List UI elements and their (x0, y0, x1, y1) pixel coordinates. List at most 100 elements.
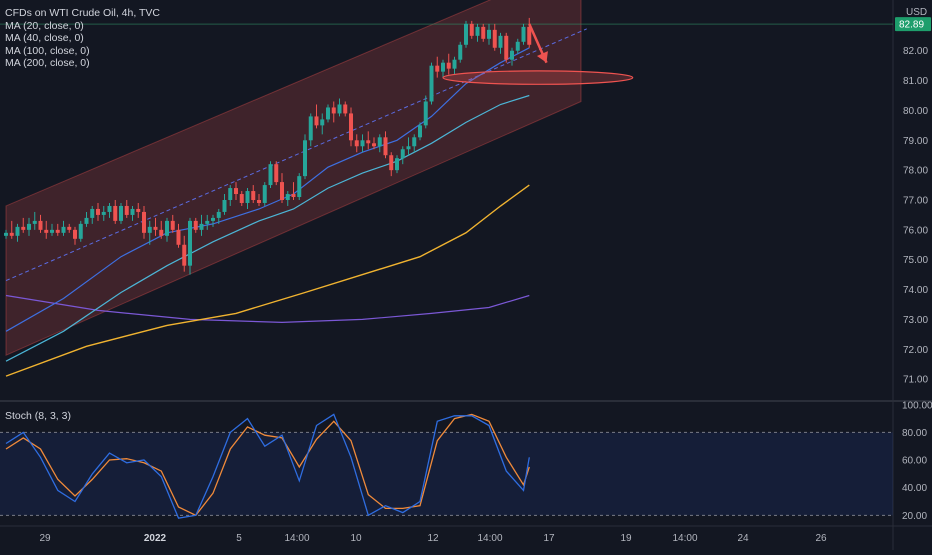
candle-body (251, 191, 256, 200)
candle-body (165, 220, 169, 236)
candle-body (510, 50, 514, 60)
indicator-ma200[interactable]: MA (200, close, 0) (5, 57, 90, 70)
candle-body (291, 194, 296, 198)
stoch-tick-label: 80.00 (902, 428, 927, 439)
candle-body (423, 101, 428, 126)
candle-body (314, 116, 319, 126)
indicator-ma40[interactable]: MA (40, close, 0) (5, 32, 84, 45)
indicator-ma100[interactable]: MA (100, close, 0) (5, 44, 90, 57)
candle-body (280, 182, 284, 200)
candle-body (107, 205, 112, 212)
candle-body (337, 104, 342, 114)
candle-body (4, 232, 8, 236)
candle-body (153, 226, 158, 230)
time-tick-label: 26 (815, 533, 827, 544)
candle-body (285, 194, 290, 200)
stoch-title[interactable]: Stoch (8, 3, 3) (5, 410, 71, 422)
time-tick-label: 10 (350, 533, 362, 544)
time-tick-label: 17 (543, 533, 555, 544)
candle-body (245, 191, 250, 203)
candle-body (90, 208, 95, 218)
time-tick-label: 5 (236, 533, 242, 544)
time-axis: 29 2022 5 14:00 10 12 14:00 17 19 14:00 24 26 (39, 533, 827, 544)
time-tick-label: 29 (39, 533, 51, 544)
target-zone-ellipse (442, 70, 634, 85)
stoch-d-line (5, 413, 530, 517)
candle-body (101, 211, 106, 215)
stoch-axis: 100.00 80.00 60.00 40.00 20.00 (902, 400, 932, 522)
candle-body (130, 208, 135, 215)
candle-body (268, 164, 273, 186)
candle-body (44, 229, 49, 233)
candle-body (308, 116, 313, 141)
candle-body (199, 223, 204, 230)
candle-body (21, 226, 26, 230)
candle-body (113, 205, 118, 221)
candle-body (38, 220, 43, 230)
price-tick-label: 80.00 (903, 106, 928, 117)
time-tick-label: 24 (737, 533, 749, 544)
candle-body (475, 26, 480, 36)
candle-body (15, 226, 20, 236)
candle-body (27, 223, 31, 230)
candle-body (354, 140, 359, 147)
time-tick-label: 12 (427, 533, 439, 544)
candle-body (222, 200, 227, 212)
candle-body (96, 208, 100, 215)
price-tick-label: 71.00 (903, 375, 928, 386)
candle-body (326, 107, 330, 120)
price-tick-label: 74.00 (903, 285, 928, 296)
candle-body (412, 137, 417, 147)
time-tick-label: 2022 (144, 533, 167, 544)
candle-body (515, 41, 520, 51)
ma20-line (5, 47, 530, 332)
price-tick-label: 82.00 (903, 46, 928, 57)
candle-body (61, 226, 66, 233)
candle-body (372, 143, 376, 147)
candle-body (395, 158, 399, 171)
candle-body (377, 137, 382, 147)
candle-body (193, 220, 198, 230)
chart-legend: CFDs on WTI Crude Oil, 4h, TVC MA (20, c… (5, 7, 160, 70)
candle-body (521, 26, 526, 42)
candle-body (360, 140, 365, 147)
candle-body (487, 29, 491, 39)
candle-body (446, 62, 451, 69)
candle-body (481, 26, 486, 39)
stoch-tick-label: 60.00 (902, 456, 927, 467)
time-tick-label: 14:00 (284, 533, 309, 544)
candle-body (469, 23, 474, 36)
candle-body (50, 229, 54, 233)
price-axis: 82.00 81.00 80.00 79.00 78.00 77.00 76.00 75.00… (895, 7, 931, 386)
candle-body (458, 44, 463, 60)
candle-body (262, 185, 267, 203)
ma40-line (5, 94, 530, 362)
candle-body (303, 140, 307, 177)
candle-body (159, 229, 164, 236)
candle-body (383, 137, 388, 156)
ma200-line (5, 294, 530, 324)
candle-body (498, 35, 503, 48)
candle-body (182, 244, 187, 266)
candle-body (216, 211, 221, 218)
candle-body (366, 140, 371, 144)
candle-body (78, 223, 83, 239)
stoch-tick-label: 20.00 (902, 511, 927, 522)
candle-body (170, 220, 175, 230)
time-tick-label: 14:00 (672, 533, 697, 544)
candle-body (320, 119, 325, 126)
candle-body (343, 104, 348, 114)
candle-body (349, 113, 353, 141)
candle-body (176, 229, 181, 245)
candle-body (257, 200, 261, 203)
candle-body (389, 155, 394, 171)
price-tick-label: 78.00 (903, 166, 928, 177)
price-tick-label: 76.00 (903, 225, 928, 236)
candle-body (331, 107, 336, 114)
indicator-ma20[interactable]: MA (20, close, 0) (5, 19, 84, 32)
time-tick-label: 19 (620, 533, 632, 544)
candle-body (429, 65, 434, 102)
price-channel (5, 0, 582, 356)
